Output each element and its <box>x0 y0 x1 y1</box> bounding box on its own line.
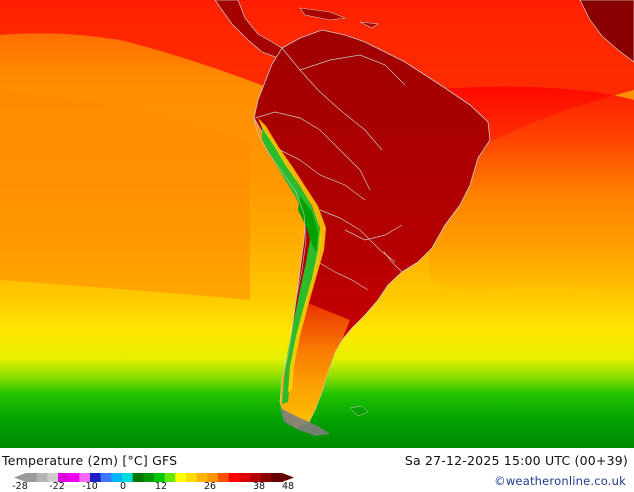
country-borders <box>254 47 406 291</box>
scale-swatch <box>250 473 261 482</box>
scale-swatch <box>68 473 80 482</box>
scale-tick: 26 <box>203 481 217 492</box>
scale-swatch <box>228 473 240 482</box>
scale-swatch <box>26 473 37 482</box>
andes-high-peaks <box>298 196 318 252</box>
scale-swatch <box>207 473 219 482</box>
scale-swatch <box>122 473 133 482</box>
scale-swatch <box>100 473 112 482</box>
scale-tick: 0 <box>119 481 127 492</box>
color-scale-bar <box>14 473 294 482</box>
scale-swatch <box>164 473 176 482</box>
scale-tick: 38 <box>252 481 266 492</box>
caribbean-islands <box>299 7 379 29</box>
credit-link[interactable]: ©weatheronline.co.uk <box>494 474 626 488</box>
west-coastline <box>253 117 307 403</box>
map-title: Temperature (2m) [°C] GFS <box>2 453 178 468</box>
scale-swatch <box>58 473 69 482</box>
scale-swatch <box>186 473 197 482</box>
valid-time: Sa 27-12-2025 15:00 UTC (00+39) <box>404 453 628 468</box>
tierra-del-fuego-land <box>280 408 330 436</box>
scale-arrow-high <box>282 473 294 482</box>
scale-swatch <box>36 473 48 482</box>
scale-swatch <box>132 473 144 482</box>
scale-tick: -10 <box>82 481 98 492</box>
falkland-islands <box>349 405 369 417</box>
scale-swatch <box>47 473 59 482</box>
scale-arrow-low <box>14 473 26 482</box>
map-footer: Temperature (2m) [°C] GFS Sa 27-12-2025 … <box>0 448 634 492</box>
scale-swatch <box>111 473 123 482</box>
scale-tick: -28 <box>12 481 28 492</box>
scale-swatch <box>239 473 251 482</box>
scale-tick: -22 <box>49 481 65 492</box>
scale-swatch <box>79 473 91 482</box>
scale-swatch <box>175 473 187 482</box>
andes-yellow-fringe <box>258 118 326 392</box>
scale-swatch <box>196 473 208 482</box>
scale-swatch <box>218 473 229 482</box>
temperature-map <box>0 0 634 448</box>
scale-swatch <box>143 473 155 482</box>
scale-swatch <box>271 473 283 482</box>
scale-swatch <box>154 473 165 482</box>
scale-swatch <box>90 473 101 482</box>
scale-tick: 12 <box>154 481 168 492</box>
scale-swatch <box>260 473 272 482</box>
africa-land <box>579 0 634 63</box>
scale-tick: 48 <box>281 481 295 492</box>
pacific-orange-band <box>0 90 250 300</box>
